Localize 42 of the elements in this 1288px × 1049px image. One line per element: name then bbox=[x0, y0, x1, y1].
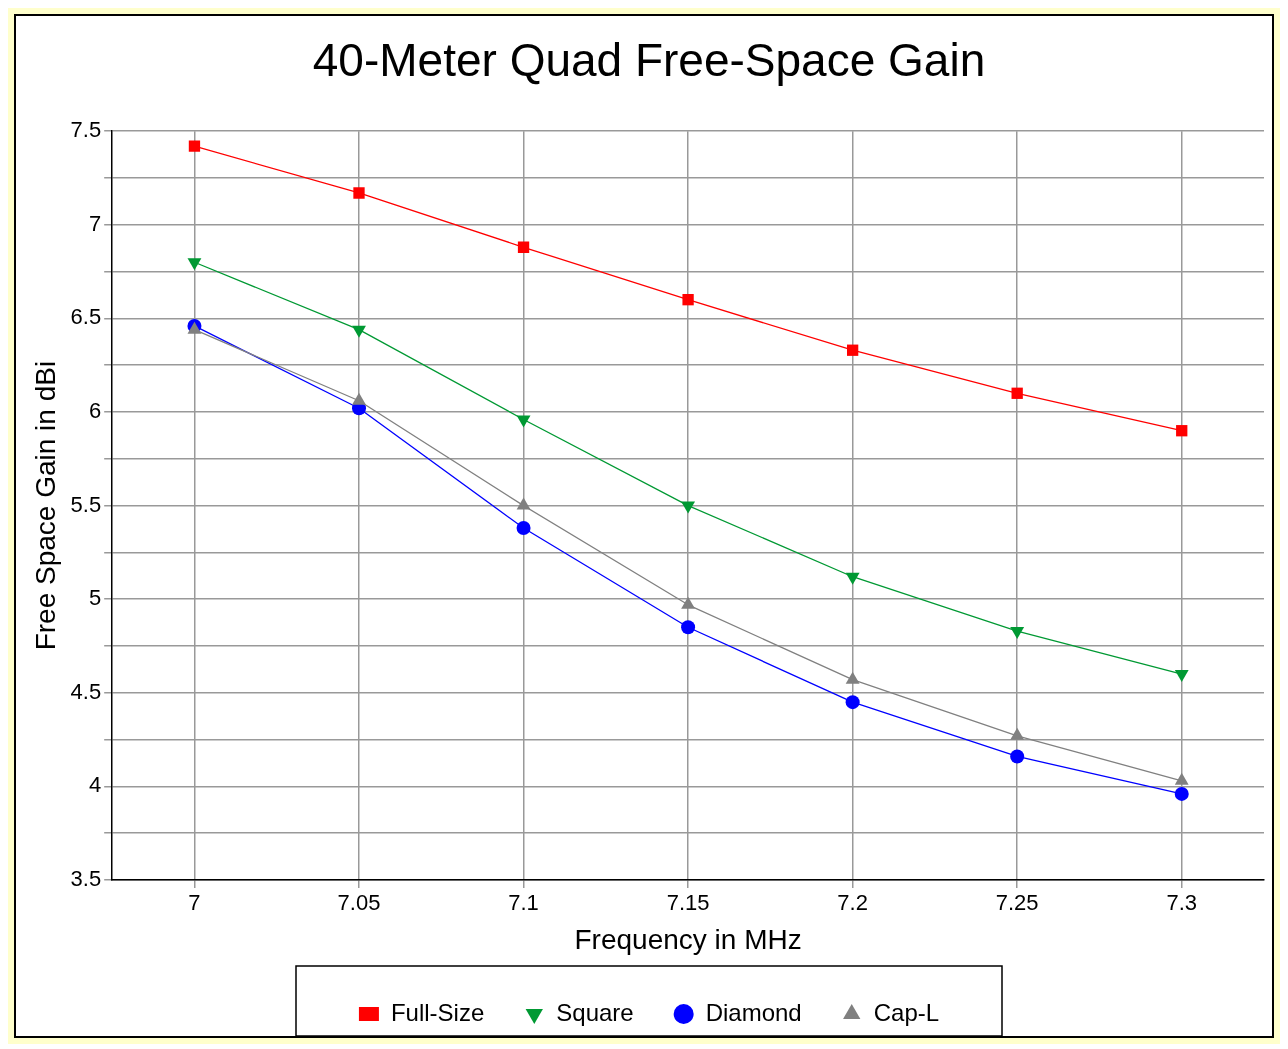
point bbox=[845, 695, 860, 710]
y-axis-title: Free Space Gain in dBi bbox=[29, 360, 61, 651]
y-tick-label: 5.5 bbox=[70, 491, 102, 517]
point bbox=[188, 140, 201, 152]
x-tick-label: 7.15 bbox=[666, 890, 710, 916]
point bbox=[846, 344, 859, 356]
point bbox=[1174, 670, 1189, 683]
legend-label: Diamond bbox=[705, 998, 802, 1026]
point bbox=[845, 572, 860, 585]
x-tick-label: 7.3 bbox=[1166, 890, 1198, 916]
y-tick-label: 3.5 bbox=[70, 866, 102, 892]
y-tick-label: 7 bbox=[88, 210, 102, 236]
point bbox=[516, 521, 531, 536]
point bbox=[517, 241, 530, 253]
legend-label: Full-Size bbox=[390, 998, 485, 1026]
point bbox=[1011, 387, 1023, 399]
point bbox=[352, 325, 366, 338]
point bbox=[1174, 786, 1189, 801]
legend-label: Cap-L bbox=[873, 998, 940, 1026]
y-tick-label: 6.5 bbox=[70, 304, 102, 330]
x-tick-label: 7 bbox=[188, 890, 201, 916]
x-tick-label: 7.2 bbox=[837, 890, 868, 916]
x-tick-label: 7.25 bbox=[995, 890, 1039, 916]
y-tick-label: 4.5 bbox=[70, 678, 102, 704]
point bbox=[1010, 627, 1025, 640]
y-tick-label: 4 bbox=[88, 772, 102, 798]
x-tick-label: 7.1 bbox=[508, 890, 539, 916]
point bbox=[681, 501, 696, 514]
point bbox=[516, 415, 531, 428]
point bbox=[682, 294, 694, 306]
point bbox=[681, 620, 696, 635]
chart-title: 40-Meter Quad Free-Space Gain bbox=[312, 34, 986, 87]
y-tick-label: 6 bbox=[88, 398, 102, 424]
point bbox=[187, 258, 202, 271]
legend-label: Square bbox=[556, 998, 634, 1026]
point bbox=[1176, 425, 1188, 437]
y-tick-label: 7.5 bbox=[70, 117, 102, 143]
point bbox=[1010, 749, 1025, 764]
x-tick-label: 7.05 bbox=[337, 890, 381, 916]
y-tick-label: 5 bbox=[88, 585, 102, 611]
point bbox=[353, 187, 365, 199]
x-axis-title: Frequency in MHz bbox=[574, 923, 802, 955]
